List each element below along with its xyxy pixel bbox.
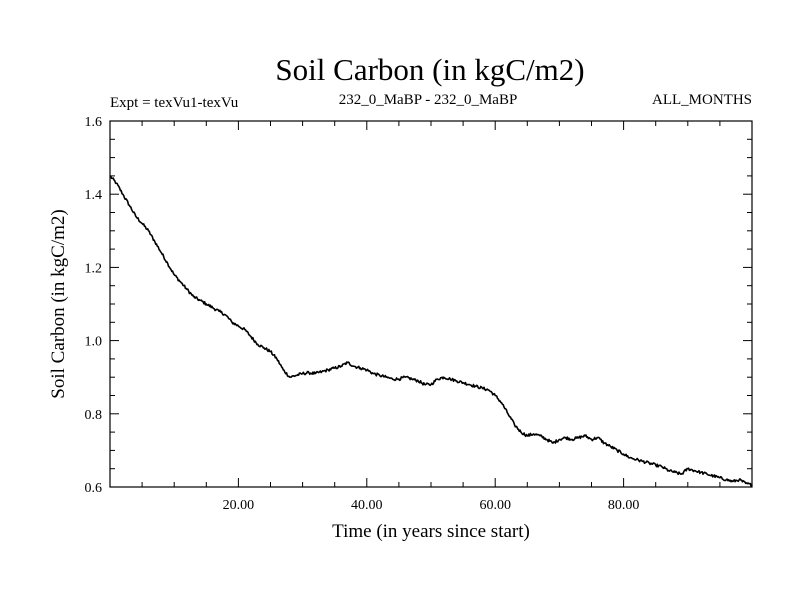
y-axis-label: Soil Carbon (in kgC/m2) (48, 209, 69, 398)
y-tick-label: 1.0 (85, 335, 103, 350)
series-layer (109, 175, 753, 488)
chart-title: Soil Carbon (in kgC/m2) (275, 52, 584, 87)
x-tick-label: 60.00 (479, 498, 511, 513)
y-tick-label: 0.8 (85, 408, 103, 423)
series-line (109, 175, 753, 488)
y-tick-label: 1.2 (85, 261, 103, 276)
y-tick-label: 1.4 (85, 188, 103, 203)
plot-frame (109, 120, 753, 488)
subtitle-expt: Expt = texVu1-texVu (110, 95, 239, 111)
x-tick-label: 40.00 (351, 498, 383, 513)
subtitle-period: 232_0_MaBP - 232_0_MaBP (339, 92, 518, 108)
x-axis-label: Time (in years since start) (332, 521, 530, 542)
axis-tick-labels: 20.00 40.00 60.00 80.00 0.6 0.8 1.0 1.2 1.4 1.6 (85, 115, 640, 513)
x-tick-label: 80.00 (608, 498, 640, 513)
y-tick-label: 0.6 (85, 481, 103, 496)
axis-ticks (110, 121, 752, 487)
y-tick-label: 1.6 (85, 115, 103, 130)
subtitle-months: ALL_MONTHS (652, 92, 752, 108)
x-tick-label: 20.00 (223, 498, 255, 513)
